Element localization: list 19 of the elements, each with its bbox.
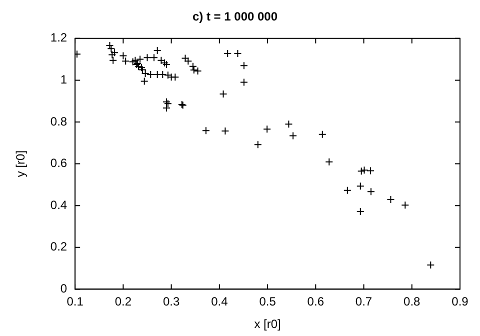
y-tick-label: 1 (60, 72, 68, 87)
y-tick-label: 0.2 (50, 240, 68, 254)
y-tick-label: 0.4 (50, 198, 68, 212)
x-tick-label: 0.9 (452, 294, 469, 309)
x-axis-title: x [r0] (254, 317, 281, 332)
y-tick-label: 0.8 (50, 114, 68, 128)
y-tick-label: 0.6 (50, 156, 68, 170)
x-tick-label: 0.2 (114, 294, 132, 309)
y-axis-title: y [r0] (14, 150, 28, 178)
x-tick-label: 0.7 (355, 294, 372, 309)
x-tick-label: 0.8 (404, 294, 421, 309)
y-tick-label: 0 (60, 282, 68, 296)
chart-title: c) t = 1 000 000 (192, 10, 278, 24)
x-tick-label: 0.5 (259, 294, 276, 309)
x-tick-label: 0.3 (162, 294, 180, 309)
x-tick-label: 0.6 (307, 294, 324, 309)
x-tick-label: 0.1 (66, 294, 84, 309)
y-tick-label: 1.2 (50, 30, 68, 45)
x-tick-label: 0.4 (211, 294, 228, 309)
